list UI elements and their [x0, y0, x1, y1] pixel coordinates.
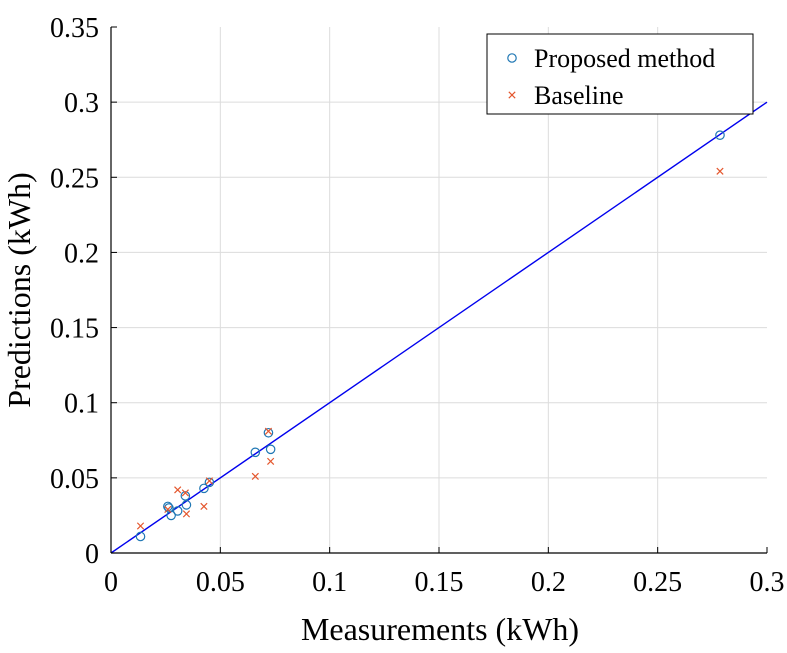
- reference-line-layer: [110, 101, 768, 554]
- proposed-point: [715, 130, 725, 141]
- baseline-point: [174, 486, 182, 494]
- x-axis-title: Measurements (kWh): [301, 611, 579, 647]
- legend-marker-proposed: [507, 53, 517, 63]
- baseline-point: [716, 167, 724, 175]
- baseline-point: [136, 522, 145, 530]
- x-tick-label: 0.3: [750, 567, 785, 598]
- reference-line: [110, 101, 768, 554]
- proposed-point: [172, 506, 183, 516]
- proposed-point: [199, 483, 209, 494]
- baseline-point: [164, 505, 172, 514]
- baseline-point: [181, 489, 189, 497]
- baseline-point: [182, 510, 191, 518]
- y-tick-label: 0.35: [50, 13, 99, 44]
- y-tick-label: 0.2: [64, 238, 99, 269]
- tick-labels: 0 0.05 0.1 0.15 0.2 0.25 0.3 0 0.05 0.1 0.15 0.2 0.2…: [50, 13, 785, 598]
- proposed-point: [263, 427, 274, 438]
- y-tick-label: 0.1: [64, 389, 99, 420]
- legend-box: [486, 33, 754, 115]
- baseline-point: [267, 457, 275, 465]
- y-tick-label: 0: [85, 539, 99, 570]
- proposed-point: [265, 444, 276, 455]
- x-tick-label: 0: [104, 567, 118, 598]
- y-axis-title: Predictions (kWh): [1, 172, 37, 408]
- y-tick-label: 0.3: [64, 88, 99, 119]
- proposed-point: [250, 447, 261, 458]
- y-tick-label: 0.05: [50, 464, 99, 495]
- x-tick-label: 0.1: [312, 567, 347, 598]
- proposed-point: [166, 510, 176, 521]
- legend-label: Baseline: [534, 81, 624, 110]
- data-points: [135, 130, 725, 542]
- legend-marker-baseline: [508, 91, 516, 99]
- y-tick-label: 0.15: [50, 314, 99, 345]
- proposed-point: [163, 501, 173, 512]
- proposed-point: [180, 491, 191, 501]
- proposed-point: [204, 477, 215, 488]
- x-tick-label: 0.2: [531, 567, 566, 598]
- baseline-point: [205, 477, 214, 485]
- proposed-point: [181, 500, 192, 510]
- legend-label: Proposed method: [534, 44, 715, 73]
- x-tick-label: 0.25: [633, 567, 682, 598]
- baseline-point: [200, 502, 208, 511]
- y-tick-label: 0.25: [50, 163, 99, 194]
- baseline-point: [264, 427, 273, 435]
- x-tick-label: 0.05: [196, 567, 245, 598]
- axes: [110, 26, 768, 554]
- baseline-point: [251, 472, 259, 480]
- legend: Proposed method Baseline: [486, 33, 754, 115]
- proposed-point: [135, 531, 146, 542]
- x-tick-label: 0.15: [415, 567, 464, 598]
